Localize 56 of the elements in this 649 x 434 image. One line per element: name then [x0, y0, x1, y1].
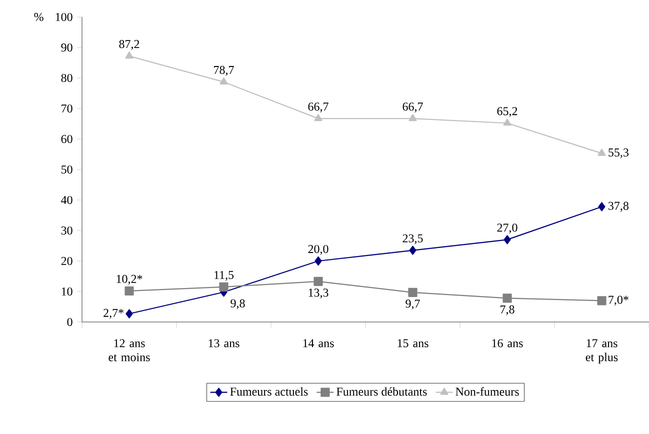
data-label: 2,7*	[104, 308, 124, 319]
x-tick-label: 14 ans	[303, 339, 334, 348]
data-label: 66,7	[308, 102, 328, 112]
point	[408, 288, 418, 297]
point	[314, 276, 323, 286]
data-label: 27,0	[497, 224, 518, 234]
y-tick-label: 90	[61, 43, 72, 52]
data-label: 13,3	[308, 288, 328, 298]
point	[502, 294, 512, 303]
point	[408, 114, 417, 122]
data-label: 7,0*	[608, 296, 628, 306]
y-tick-label: 70	[62, 104, 72, 113]
point	[220, 77, 228, 85]
legend-label: Fumeurs débutants	[336, 387, 427, 396]
y-axis-title: %	[34, 12, 44, 22]
point	[503, 118, 512, 126]
data-label: 9,8	[230, 299, 245, 310]
x-tick-label: 13 ans	[208, 339, 240, 348]
point	[598, 148, 606, 156]
x-tick-label: 12 ans et moins	[108, 339, 150, 362]
data-label: 87,2	[119, 40, 140, 50]
data-label: 78,7	[214, 66, 234, 76]
point	[219, 282, 228, 292]
x-tick-label: 15 ans	[398, 339, 428, 348]
point	[409, 246, 416, 255]
point	[126, 309, 133, 318]
point	[597, 296, 606, 306]
point	[125, 51, 134, 59]
legend-label: Fumeurs actuels	[230, 387, 308, 396]
data-label: 37,8	[608, 202, 628, 212]
data-label: 66,7	[402, 102, 423, 112]
data-label: 23,5	[402, 234, 423, 244]
point	[124, 286, 134, 296]
x-tick-label: 16 ans	[492, 339, 523, 348]
data-label: 55,3	[608, 148, 628, 158]
point	[314, 256, 322, 266]
data-label: 65,2	[497, 107, 518, 117]
x-tick-label: 17 ans et plus	[586, 339, 618, 364]
data-label: 20,0	[308, 244, 328, 255]
data-label: 11,5	[214, 270, 234, 281]
y-tick-label: 20	[61, 256, 72, 266]
y-tick-label: 40	[61, 196, 72, 204]
legend-label: Non-fumeurs	[456, 387, 519, 396]
data-label: 10,2*	[116, 274, 142, 285]
point	[504, 235, 511, 244]
data-label: 9,7	[406, 300, 420, 310]
data-label: 7,8	[500, 305, 514, 316]
y-tick-label: 80	[61, 74, 72, 82]
y-tick-label: 0	[67, 318, 72, 326]
y-tick-label: 60	[61, 134, 72, 144]
y-tick-label: 50	[62, 165, 72, 174]
y-tick-label: 100	[56, 12, 72, 22]
y-tick-label: 10	[62, 287, 72, 296]
y-tick-label: 30	[61, 226, 72, 235]
point	[598, 202, 606, 212]
point	[314, 114, 322, 122]
